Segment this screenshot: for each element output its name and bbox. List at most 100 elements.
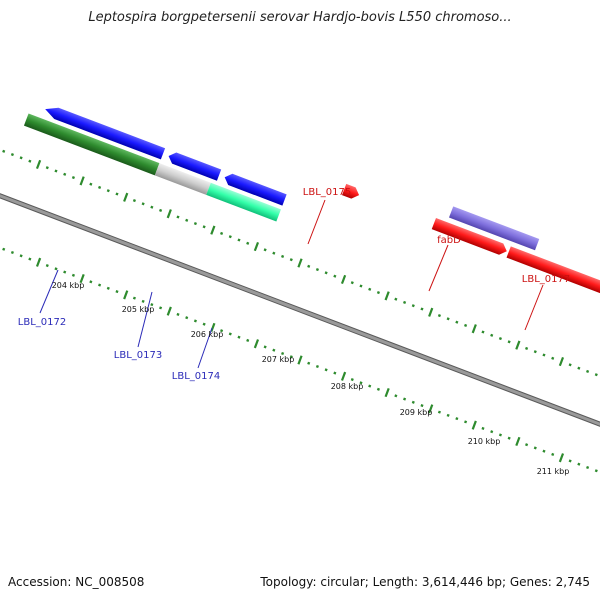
major-tick <box>471 420 477 430</box>
minor-tick <box>45 166 49 170</box>
minor-tick <box>525 443 529 447</box>
minor-tick <box>455 320 459 324</box>
minor-tick <box>403 300 407 304</box>
minor-tick <box>141 299 145 303</box>
major-tick <box>428 307 434 317</box>
major-tick <box>123 192 129 202</box>
callout-LBL_0175 <box>307 199 326 245</box>
major-tick <box>166 306 172 316</box>
gene-label-LBL_0177: LBL_0177 <box>522 274 570 285</box>
minor-tick <box>551 452 555 457</box>
minor-tick <box>324 271 328 275</box>
minor-tick <box>507 436 511 440</box>
minor-tick <box>71 176 75 180</box>
gene-LBL_0173-arrow[interactable] <box>166 150 222 181</box>
gene-LBL_0177-arrow[interactable] <box>506 246 600 296</box>
minor-tick <box>568 363 572 367</box>
minor-tick <box>150 303 154 307</box>
minor-tick <box>202 225 206 229</box>
minor-tick <box>246 241 250 245</box>
genome-backbone <box>0 193 600 427</box>
minor-tick <box>281 351 285 356</box>
major-tick <box>123 290 129 300</box>
minor-tick <box>542 449 546 453</box>
minor-tick <box>71 273 75 277</box>
major-tick <box>210 322 216 333</box>
major-tick <box>340 371 347 381</box>
minor-tick <box>498 337 502 341</box>
callout-LBL_0174 <box>197 327 213 369</box>
minor-tick <box>542 353 546 357</box>
accession-info: Accession: NC_008508 <box>8 575 144 589</box>
track-aqua-segment <box>206 182 281 222</box>
minor-tick <box>10 250 14 255</box>
minor-tick <box>446 413 450 417</box>
minor-tick <box>533 350 537 354</box>
minor-tick <box>228 235 232 239</box>
minor-tick <box>350 377 354 382</box>
minor-tick <box>263 345 267 349</box>
minor-tick <box>89 280 93 284</box>
minor-tick <box>307 264 311 268</box>
major-tick <box>515 340 521 350</box>
major-tick <box>253 339 260 349</box>
gene-LBL_0172-arrow[interactable] <box>43 103 166 160</box>
minor-tick <box>586 369 590 373</box>
minor-tick <box>289 258 293 262</box>
gene-label-LBL_0174: LBL_0174 <box>172 371 220 382</box>
major-tick <box>384 291 390 301</box>
major-tick <box>210 225 216 235</box>
minor-tick <box>350 281 354 285</box>
minor-tick <box>507 340 511 344</box>
minor-tick <box>551 356 555 360</box>
minor-tick <box>568 459 572 463</box>
scale-label-205: 205 kbp <box>122 305 155 314</box>
gene-fabD-arrow[interactable] <box>431 217 509 257</box>
major-tick <box>558 356 565 367</box>
major-tick <box>297 258 303 268</box>
minor-tick <box>150 205 154 209</box>
minor-tick <box>289 355 293 359</box>
major-tick <box>428 404 434 414</box>
minor-tick <box>376 387 380 391</box>
minor-tick <box>464 420 468 424</box>
minor-tick <box>98 185 102 189</box>
minor-tick <box>115 192 119 196</box>
gene-LBL_0174-arrow[interactable] <box>223 172 287 206</box>
minor-tick <box>594 373 598 377</box>
accession-value: NC_008508 <box>75 575 145 589</box>
minor-tick <box>577 462 581 466</box>
minor-tick <box>106 286 110 290</box>
minor-tick <box>193 319 197 323</box>
minor-tick <box>54 267 58 271</box>
minor-tick <box>2 149 6 153</box>
gene-LBL_0175-arrow[interactable] <box>341 183 361 201</box>
track-gray-segment <box>154 163 211 195</box>
minor-tick <box>368 384 372 388</box>
scale-label-206: 206 kbp <box>191 330 224 339</box>
scale-label-211: 211 kbp <box>537 467 570 476</box>
minor-tick <box>54 169 58 173</box>
minor-tick <box>106 189 110 193</box>
minor-tick <box>525 346 529 350</box>
minor-tick <box>63 172 67 176</box>
minor-tick <box>490 333 494 337</box>
minor-tick <box>315 364 319 369</box>
scale-label-208: 208 kbp <box>331 382 364 391</box>
major-tick <box>35 257 42 267</box>
major-tick <box>558 453 565 463</box>
inner-tick-ring <box>2 247 598 473</box>
major-tick <box>297 355 303 365</box>
major-tick <box>471 324 477 334</box>
minor-tick <box>455 417 459 421</box>
minor-tick <box>577 366 581 370</box>
callout-fabD <box>428 244 449 292</box>
feature-tracks <box>23 103 600 296</box>
major-tick <box>253 241 260 252</box>
callout-LBL_0177 <box>524 284 544 331</box>
major-tick <box>79 273 85 284</box>
minor-tick <box>394 297 398 301</box>
minor-tick <box>63 270 67 274</box>
minor-tick <box>333 371 337 375</box>
minor-tick <box>45 263 49 268</box>
